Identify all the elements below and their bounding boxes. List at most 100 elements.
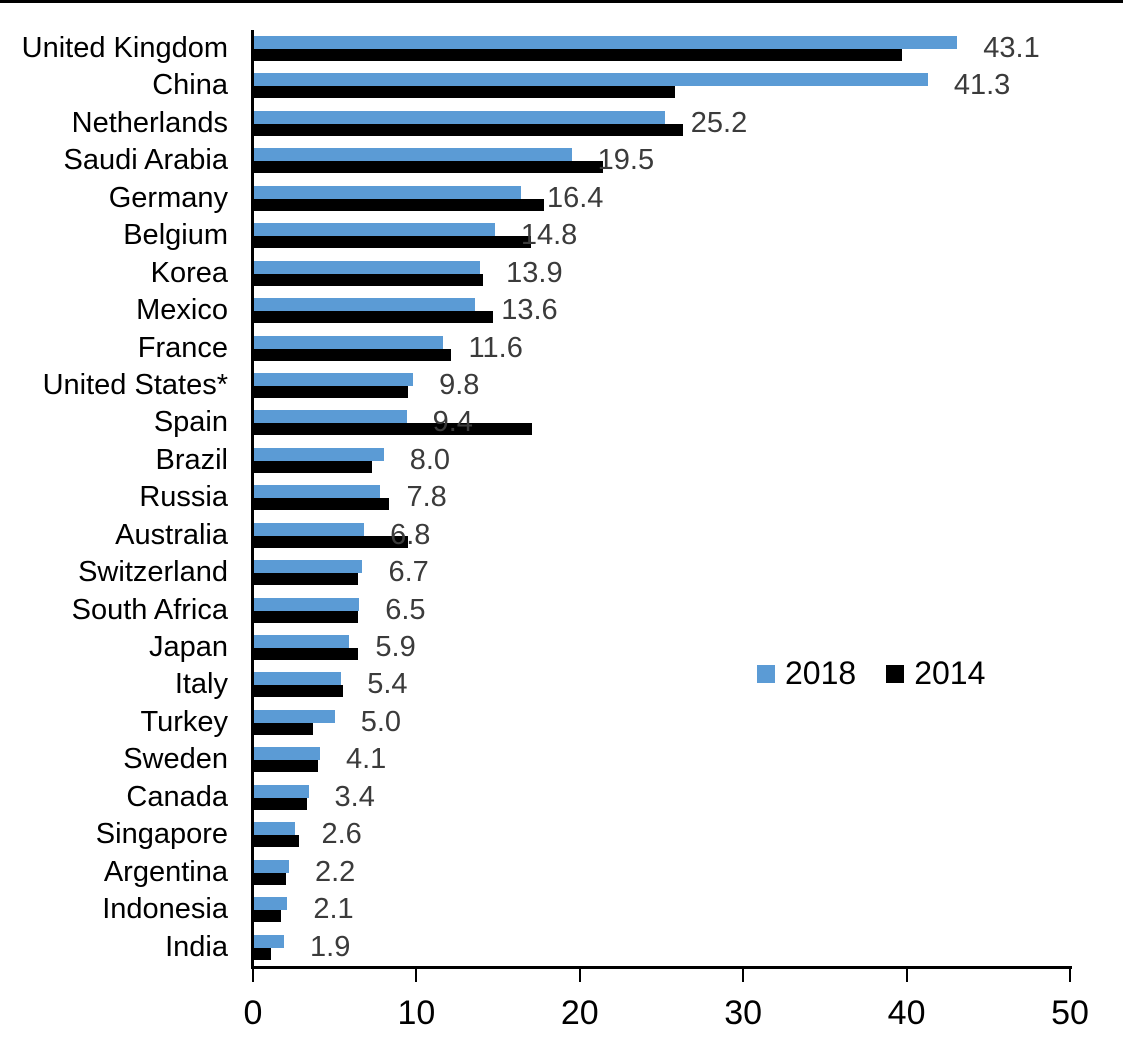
bar-2018: [253, 298, 476, 312]
category-label: Mexico: [136, 294, 228, 327]
category-label: France: [137, 331, 228, 364]
value-label: 14.8: [520, 219, 578, 252]
bar-2014: [253, 610, 358, 623]
value-label: 11.6: [468, 331, 523, 364]
category-label: Sweden: [123, 743, 228, 776]
x-axis-tick-label: 40: [887, 994, 926, 1032]
legend-swatch-2018: [757, 664, 775, 683]
value-label: 9.8: [439, 368, 480, 401]
category-label: South Africa: [71, 593, 228, 626]
value-label: 2.1: [313, 893, 354, 926]
value-label: 16.4: [546, 181, 604, 214]
x-axis-tick: [742, 969, 745, 982]
bar-2014: [253, 910, 281, 923]
top-border-rule: [0, 0, 1123, 3]
bar-2014: [253, 722, 314, 735]
category-label: Canada: [126, 780, 228, 813]
category-label: Germany: [108, 181, 228, 214]
value-label: 4.1: [345, 743, 387, 776]
bar-2018: [253, 560, 363, 574]
x-axis-line: [251, 966, 1072, 969]
category-label: Saudi Arabia: [63, 144, 228, 177]
value-label: 2.2: [314, 855, 356, 888]
bar-2014: [253, 535, 409, 548]
bar-2014: [253, 86, 675, 99]
bar-2014: [253, 797, 307, 810]
bar-2018: [253, 522, 365, 536]
bar-2018: [253, 36, 958, 49]
category-label: Japan: [148, 631, 228, 664]
x-axis-tick-label: 20: [560, 994, 599, 1032]
value-label: 8.0: [409, 443, 451, 476]
bar-2014: [253, 198, 544, 211]
x-axis-tick-label: 50: [1051, 994, 1089, 1032]
bar-2014: [253, 423, 533, 436]
bar-2018: [253, 635, 350, 649]
value-label: 6.7: [388, 556, 429, 589]
category-label: Korea: [150, 256, 228, 289]
legend-entry-2018: 2018: [757, 655, 856, 692]
legend-label-2018: 2018: [785, 655, 857, 691]
chart-row: Mexico 13.6: [0, 292, 1123, 329]
legend: 2018 2014: [757, 655, 985, 692]
bar-2018: [253, 747, 320, 761]
chart-row: Japan 5.9: [0, 629, 1123, 666]
chart-row: United States* 9.8: [0, 367, 1123, 404]
chart-row: Russia 7.8: [0, 479, 1123, 516]
bar-2014: [253, 872, 286, 885]
chart-row: Italy 5.4: [0, 666, 1123, 703]
category-label: Netherlands: [71, 106, 228, 139]
bar-2018: [253, 784, 309, 798]
value-label: 5.9: [375, 631, 416, 664]
category-label: Turkey: [140, 705, 228, 738]
value-label: 5.0: [360, 705, 402, 738]
category-label: Switzerland: [78, 556, 228, 589]
bar-2014: [253, 236, 531, 249]
chart-row: Singapore 2.6: [0, 816, 1123, 853]
category-label: Belgium: [123, 219, 228, 252]
x-axis-tick: [415, 969, 418, 982]
value-label: 19.5: [597, 144, 655, 177]
category-label: Argentina: [103, 855, 228, 888]
bar-2018: [253, 372, 414, 386]
bar-2014: [253, 348, 451, 361]
value-label: 9.4: [432, 406, 473, 439]
x-axis-tick: [905, 969, 908, 982]
category-label: Russia: [139, 481, 228, 514]
chart-row: Korea 13.9: [0, 255, 1123, 292]
category-label: Spain: [153, 406, 228, 439]
bar-2014: [253, 685, 343, 698]
bar-2014: [253, 573, 358, 586]
bar-2014: [253, 273, 484, 286]
value-label: 6.8: [390, 518, 431, 551]
bar-2014: [253, 460, 373, 473]
bar-2014: [253, 161, 603, 174]
bar-2014: [253, 498, 389, 511]
category-label: United Kingdom: [21, 32, 228, 64]
category-label: India: [165, 930, 228, 963]
chart-row: Saudi Arabia 19.5: [0, 142, 1123, 179]
value-label: 13.6: [501, 294, 558, 327]
bar-2018: [253, 709, 335, 723]
y-axis-line: [251, 30, 254, 966]
x-axis-tick: [252, 969, 254, 982]
value-label: 1.9: [310, 930, 351, 963]
chart-row: France 11.6: [0, 330, 1123, 367]
bar-2014: [253, 947, 271, 960]
bar-2018: [253, 897, 288, 911]
bar-2018: [253, 73, 928, 87]
category-label: Brazil: [155, 443, 228, 476]
x-axis-tick-label: 10: [397, 994, 436, 1032]
bar-2018: [253, 410, 407, 424]
x-axis-tick: [578, 969, 581, 982]
chart-row: Sweden 4.1: [0, 741, 1123, 778]
chart-row: Germany 16.4: [0, 180, 1123, 217]
chart-row: Australia 6.8: [0, 517, 1123, 554]
x-axis-tick-label: 30: [724, 994, 763, 1032]
value-label: 43.1: [983, 32, 1040, 64]
bar-2018: [253, 110, 665, 124]
bar-2018: [253, 485, 381, 499]
bar-2014: [253, 49, 902, 61]
x-axis-tick: [1069, 969, 1071, 982]
bar-2018: [253, 822, 296, 836]
